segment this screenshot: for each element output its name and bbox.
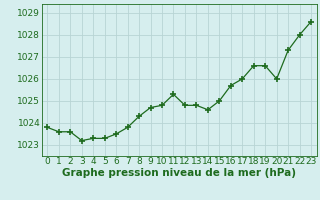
X-axis label: Graphe pression niveau de la mer (hPa): Graphe pression niveau de la mer (hPa) [62, 168, 296, 178]
